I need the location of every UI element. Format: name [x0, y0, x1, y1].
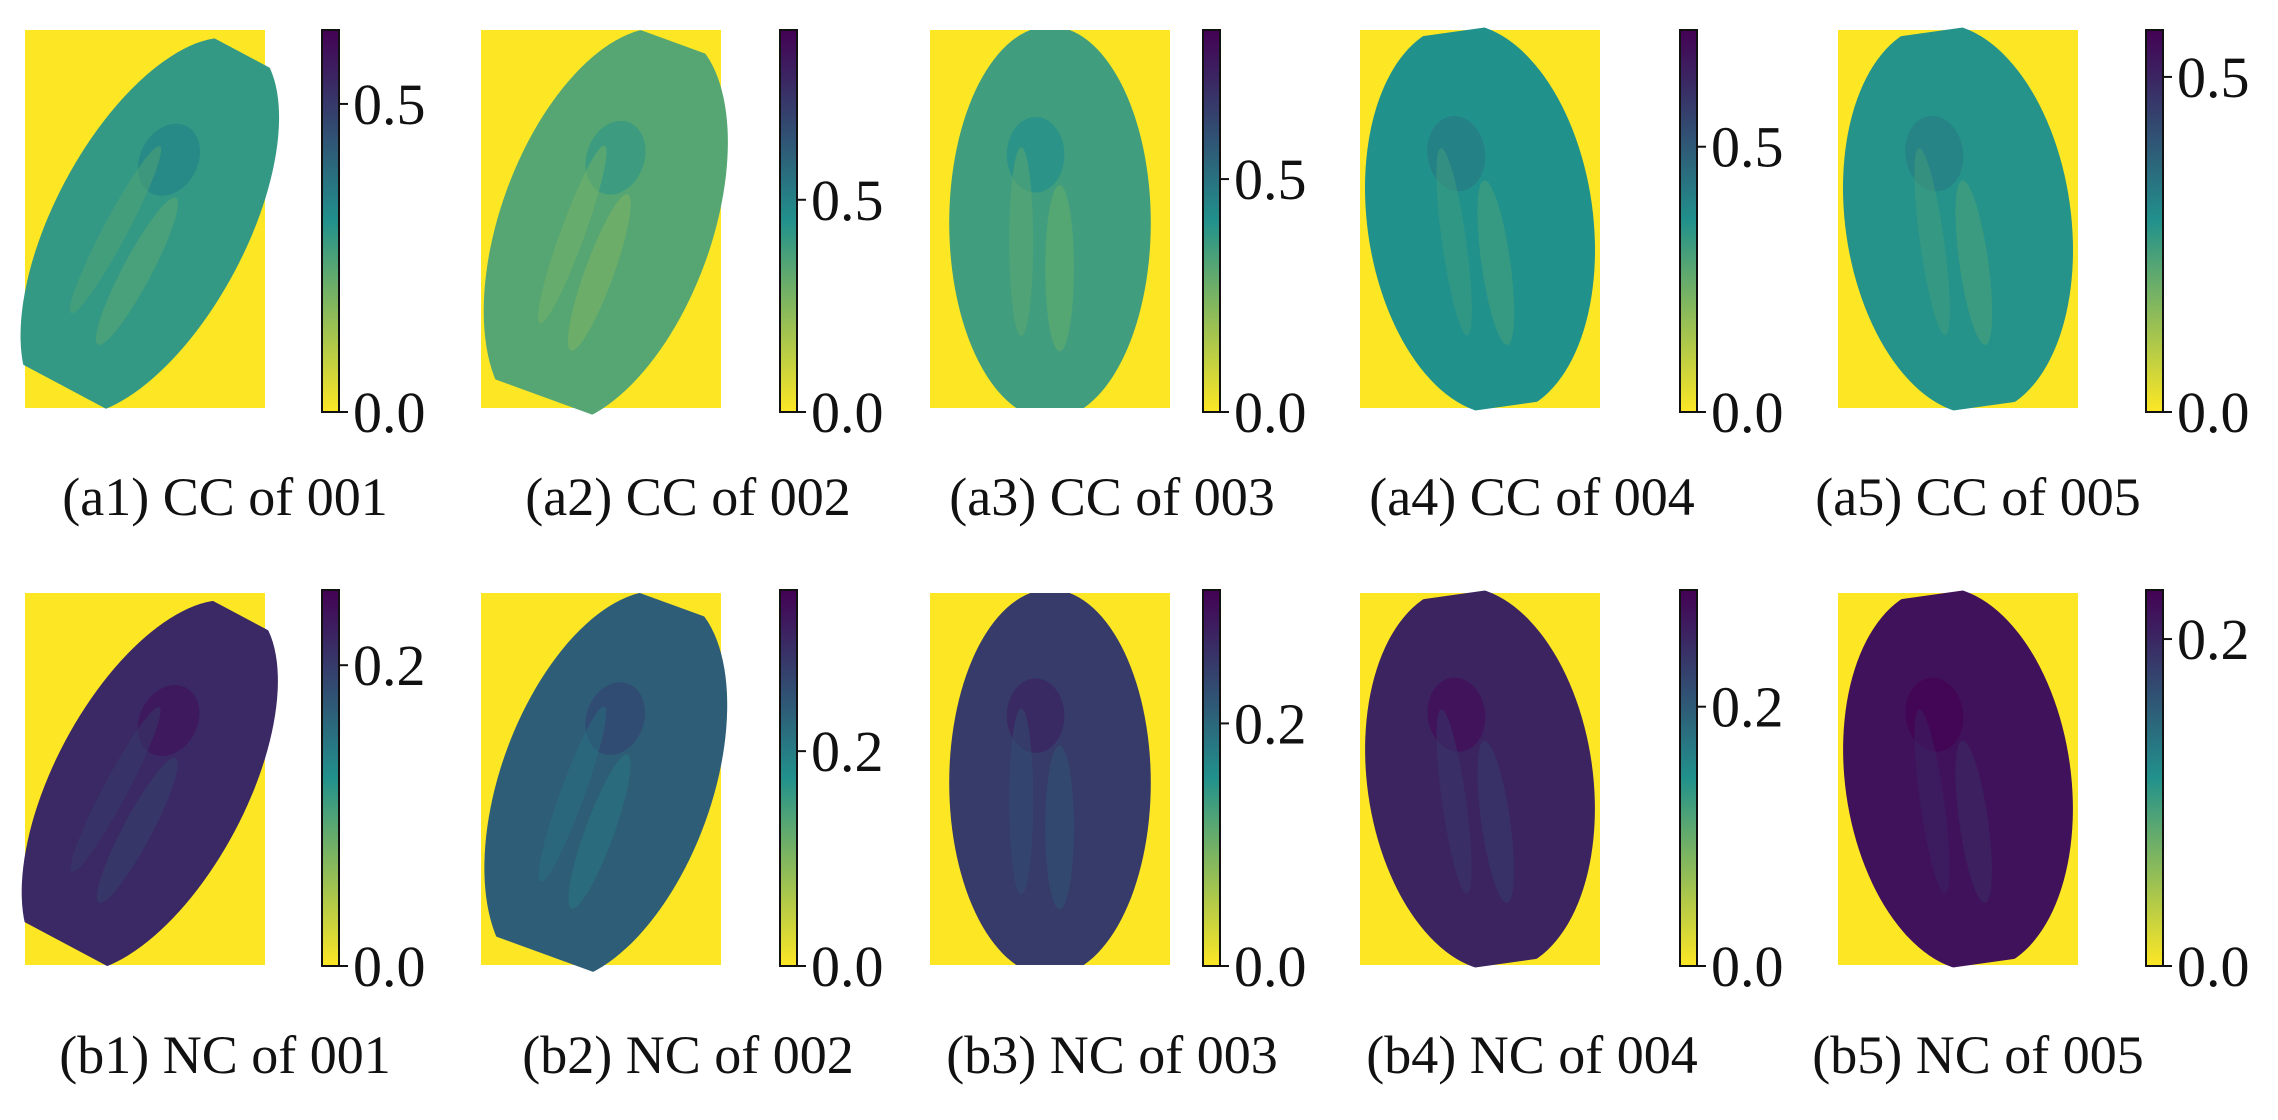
- colorbar-tick-label: 0.2: [2177, 607, 2250, 672]
- panel-caption: (b2) NC of 002: [522, 1025, 853, 1085]
- panel-b4: 0.2 0.0(b4) NC of 004: [1360, 586, 1784, 1085]
- colorbar-tick-label: 0.5: [2177, 45, 2250, 110]
- colorbar: [2145, 589, 2164, 967]
- colorbar-tick-label: 0.2: [1711, 675, 1784, 740]
- panel-b3: 0.2 0.0 (b3) NC of 003: [930, 589, 1307, 1085]
- seed-texture: [1905, 115, 1964, 192]
- seed-texture: [69, 146, 162, 314]
- seed-texture: [585, 682, 646, 755]
- panel-a3: 0.5 0.0 (a3) CC of 003: [930, 29, 1307, 527]
- colorbar-tick-label: 0.5: [1234, 147, 1307, 212]
- colorbar-tick-label: 0.5: [811, 168, 884, 233]
- seed-texture: [1436, 709, 1472, 894]
- seed-texture: [1477, 180, 1515, 345]
- colorbar: [1202, 589, 1221, 967]
- colorbar: [779, 29, 798, 413]
- seed-texture: [1045, 184, 1074, 352]
- panel-caption: (b3) NC of 003: [946, 1025, 1277, 1085]
- panel-caption: (a1) CC of 001: [62, 467, 387, 527]
- colorbar-tick-label: 0.2: [1234, 691, 1307, 756]
- colorbar-tick-label: 0.5: [1711, 115, 1784, 180]
- seed-texture: [95, 197, 179, 345]
- panel-caption: (b5) NC of 005: [1812, 1025, 2143, 1085]
- seed-texture: [1009, 147, 1034, 337]
- seed-texture: [585, 120, 646, 195]
- panel-a2: 0.5 0.0 (a2) CC of 002: [481, 27, 884, 527]
- colorbar-tick-label: 0.0: [1234, 380, 1307, 445]
- seed-texture: [1955, 740, 1992, 903]
- panel-a1: 0.5 0.0 (a1) CC of 001: [20, 29, 426, 527]
- colorbar: [779, 589, 798, 967]
- panel-b2: 0.2 0.0 (b2) NC of 002: [481, 589, 884, 1085]
- colorbar-tick-label: 0.0: [353, 380, 426, 445]
- colorbar-tick-label: 0.0: [811, 934, 884, 999]
- seed-texture: [70, 707, 161, 872]
- colorbar: [1679, 29, 1698, 413]
- colorbar-tick-label: 0.0: [353, 934, 426, 999]
- seed-texture: [1914, 148, 1950, 336]
- seed-texture: [1477, 740, 1514, 903]
- colorbar: [1202, 29, 1221, 413]
- seed-texture: [138, 123, 201, 196]
- panel-caption: (a3) CC of 003: [949, 467, 1274, 527]
- seed-texture: [1045, 745, 1074, 910]
- seed-texture: [1955, 180, 1993, 345]
- colorbar-tick-label: 0.5: [353, 72, 426, 137]
- panel-a4: 0.5 0.0 (a4) CC of 004: [1360, 23, 1784, 527]
- seed-texture: [1006, 678, 1065, 753]
- seed-texture: [1914, 709, 1950, 894]
- seed-texture: [1427, 115, 1486, 192]
- seed-texture: [1009, 708, 1034, 895]
- panel-a5: 0.5 0.0 (a5) CC of 005: [1815, 23, 2250, 527]
- seed-texture: [1427, 677, 1486, 752]
- seed-texture: [568, 754, 631, 909]
- seed-texture: [1006, 116, 1065, 193]
- seed-texture: [567, 194, 631, 351]
- panel-caption: (b4) NC of 004: [1366, 1025, 1697, 1085]
- colorbar-tick-label: 0.2: [811, 719, 884, 784]
- colorbar: [2145, 29, 2164, 413]
- panel-caption: (a5) CC of 005: [1815, 467, 2140, 527]
- colorbar-tick-label: 0.0: [1711, 380, 1784, 445]
- seed-texture: [137, 685, 200, 757]
- colorbar-tick-label: 0.0: [2177, 380, 2250, 445]
- seed-texture: [538, 145, 607, 324]
- colorbar-tick-label: 0.0: [811, 380, 884, 445]
- seed-texture: [1436, 148, 1472, 336]
- colorbar: [321, 589, 340, 967]
- seed-texture: [96, 757, 178, 903]
- colorbar: [321, 29, 340, 413]
- colorbar-tick-label: 0.0: [1711, 934, 1784, 999]
- panel-caption: (a2) CC of 002: [525, 467, 850, 527]
- seed-texture: [1905, 677, 1964, 752]
- seed-texture: [538, 706, 607, 882]
- colorbar-tick-label: 0.2: [353, 633, 426, 698]
- colorbar: [1679, 589, 1698, 967]
- colorbar-tick-label: 0.0: [1234, 934, 1307, 999]
- panel-caption: (b1) NC of 001: [59, 1025, 390, 1085]
- colorbar-tick-label: 0.0: [2177, 934, 2250, 999]
- panel-b5: 0.2 0.0 (b5) NC of 005: [1812, 586, 2250, 1085]
- panel-b1: 0.2 0.0 (b1) NC of 001: [21, 589, 426, 1085]
- panel-caption: (a4) CC of 004: [1369, 467, 1694, 527]
